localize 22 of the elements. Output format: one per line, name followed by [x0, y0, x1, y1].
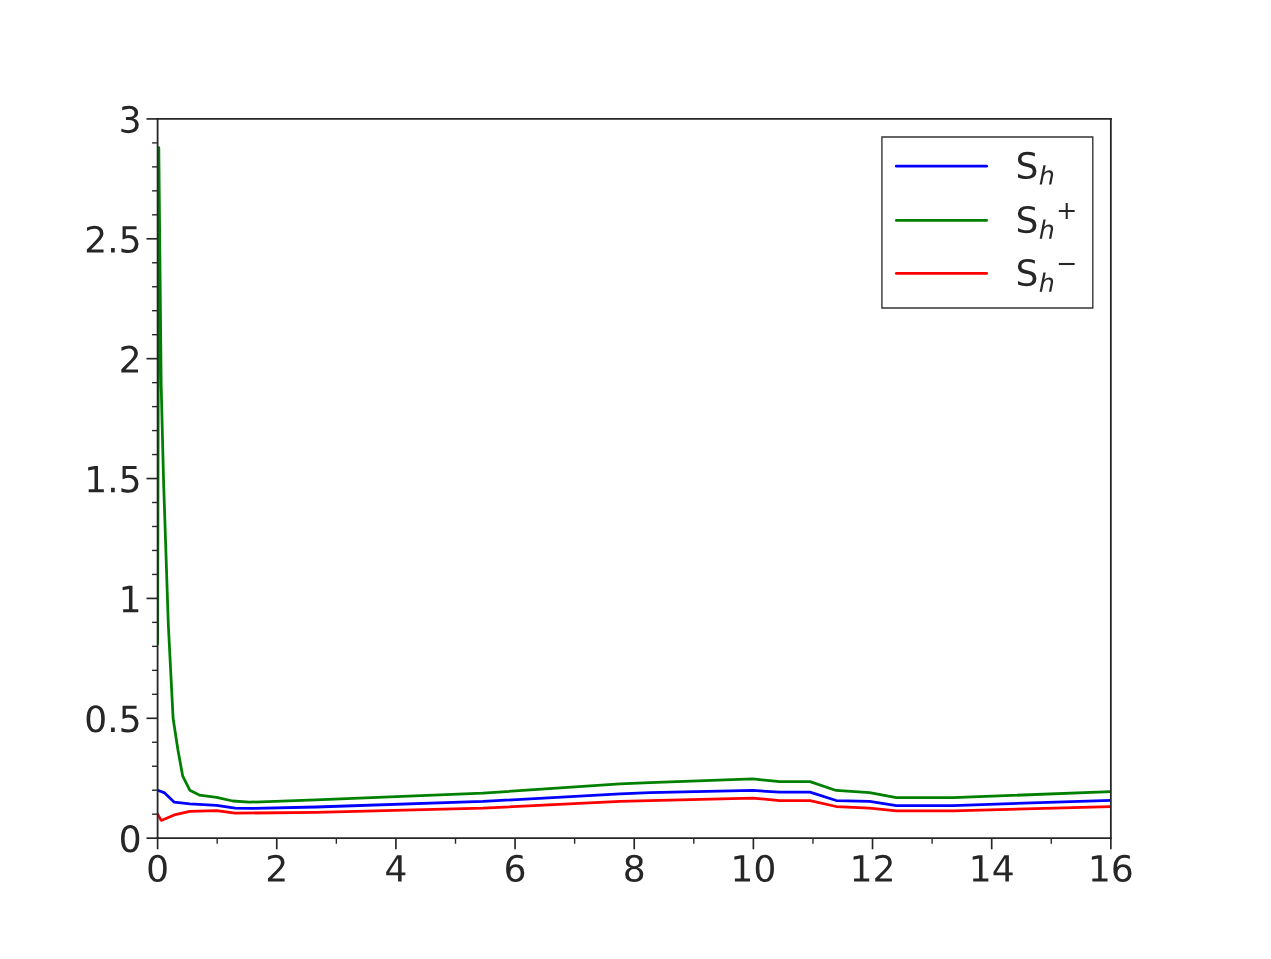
- legend-label: S$_{h}$$^{+}$: [1017, 203, 1075, 239]
- x-tick-label: 0: [148, 854, 167, 883]
- x-tick-label: 10: [734, 854, 774, 883]
- x-tick-label: 2: [267, 854, 285, 882]
- x-tick-label: 6: [506, 854, 525, 883]
- y-tick-label: 3: [121, 105, 139, 134]
- y-tick-label: 2.5: [86, 225, 139, 254]
- x-tick-label: 12: [853, 854, 892, 882]
- x-tick-label: 8: [625, 854, 644, 883]
- line-series: [157, 788, 1111, 810]
- y-tick-label: 2: [121, 345, 139, 373]
- x-tick-label: 14: [972, 855, 1013, 882]
- x-tick-label: 16: [1091, 854, 1132, 883]
- y-tick-label: 0.5: [86, 705, 139, 733]
- y-tick-label: 1: [122, 585, 139, 613]
- line-series: [157, 796, 1111, 822]
- y-tick-label: 1.5: [88, 465, 139, 493]
- y-tick-label: 0: [121, 825, 140, 853]
- legend-label: S$_{h}$$^{−}$: [1017, 258, 1075, 292]
- line-series: [157, 146, 1111, 804]
- legend-label: S$_{h}$: [1017, 151, 1054, 185]
- x-tick-label: 4: [386, 855, 406, 882]
